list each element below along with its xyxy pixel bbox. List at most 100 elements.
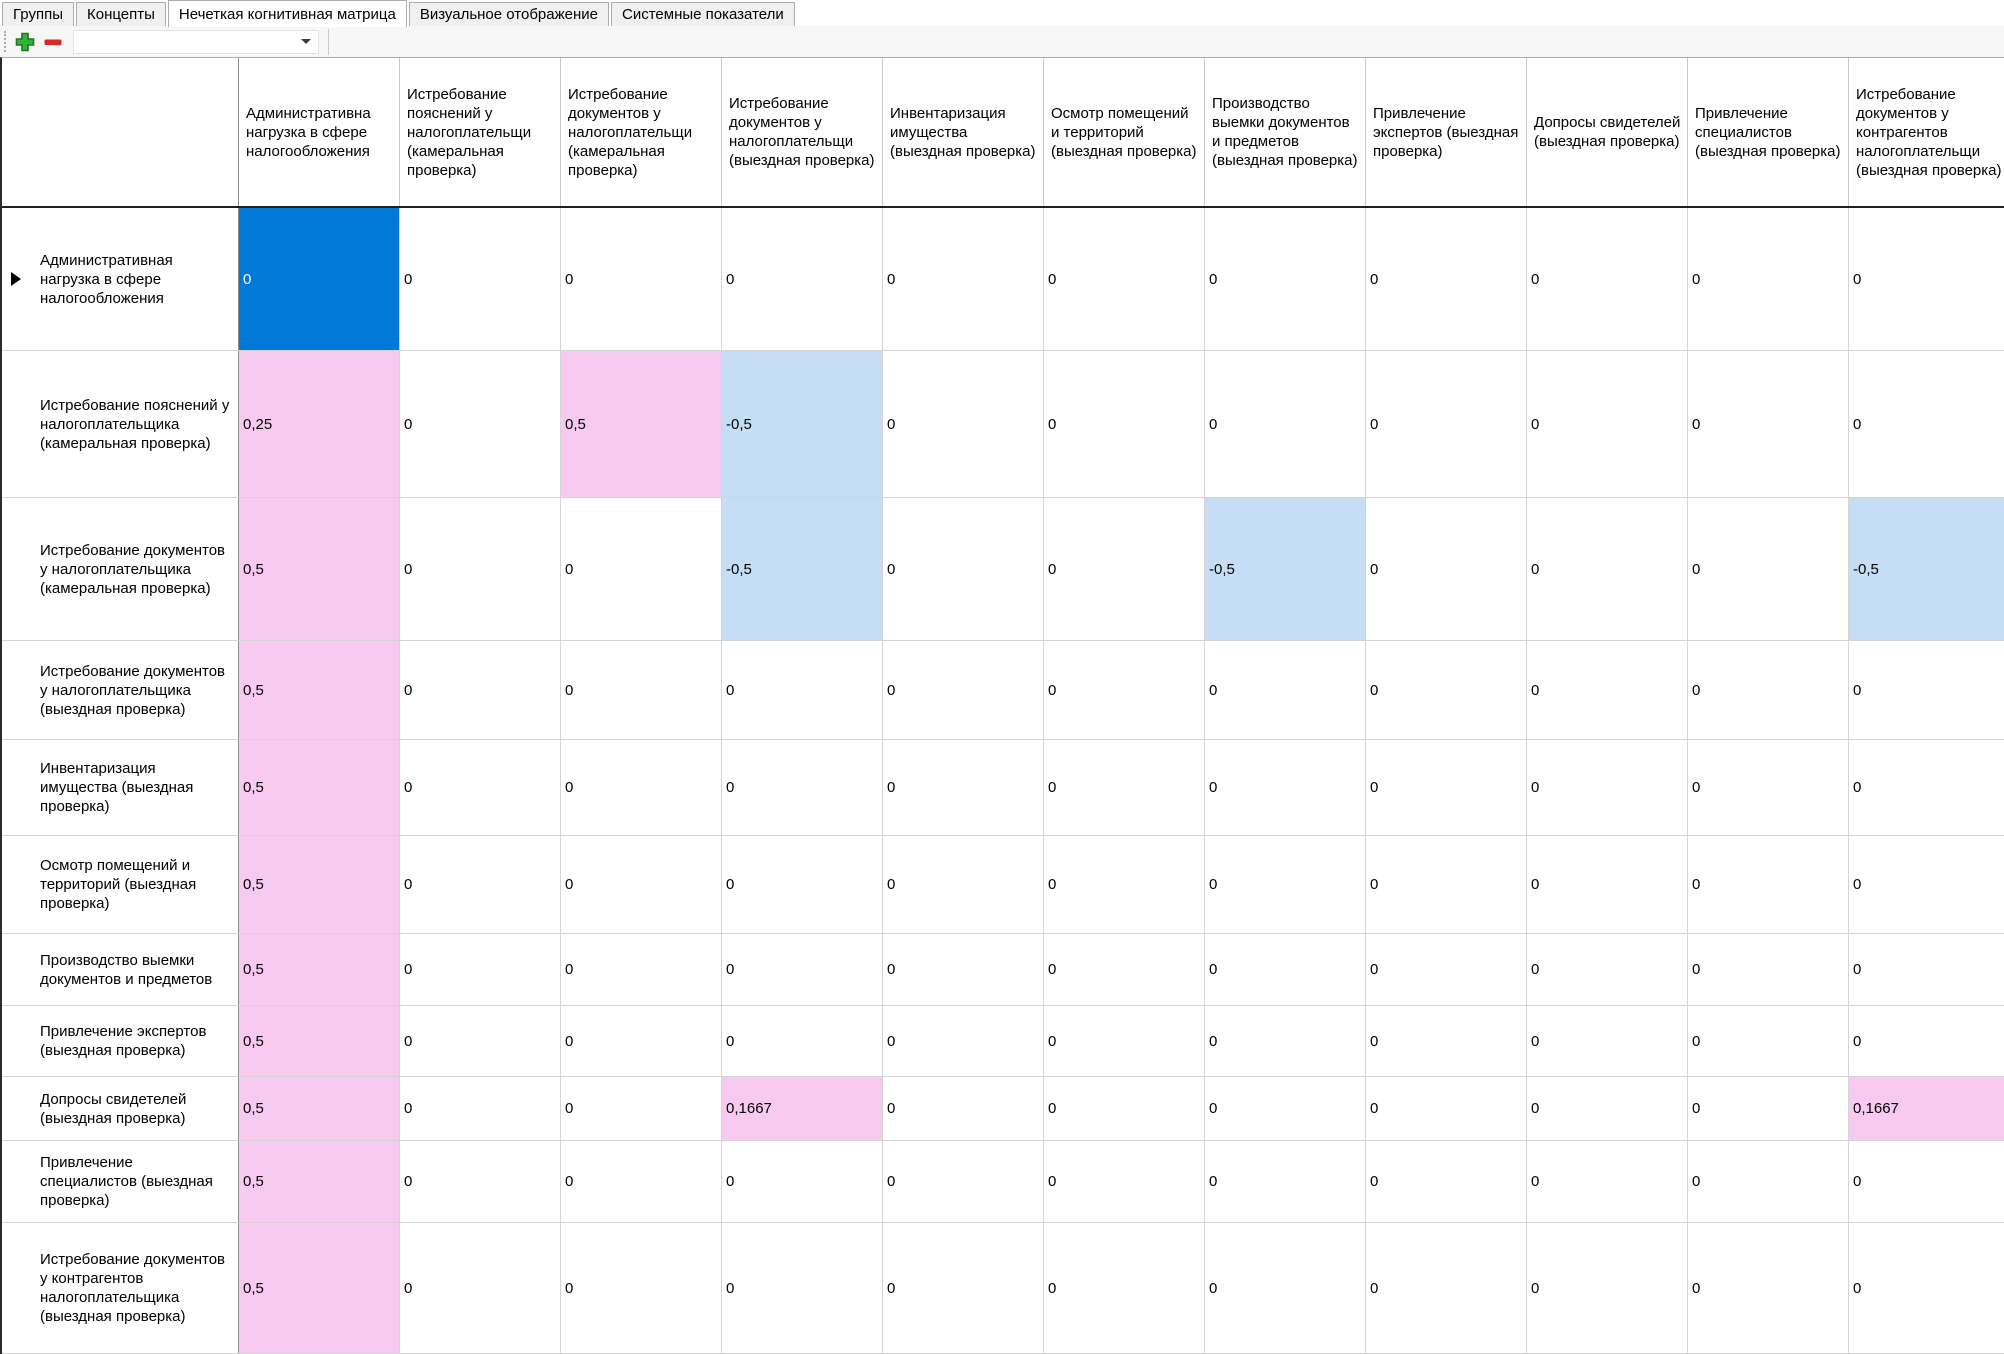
cell-0-3[interactable]: 0 bbox=[722, 208, 883, 350]
row-header-5[interactable]: Осмотр помещений и территорий (выездная … bbox=[2, 836, 239, 933]
column-header-4[interactable]: Инвентаризация имущества (выездная прове… bbox=[883, 58, 1044, 206]
column-header-2[interactable]: Истребование документов у налогоплательщ… bbox=[561, 58, 722, 206]
cell-0-6[interactable]: 0 bbox=[1205, 208, 1366, 350]
row-header-9[interactable]: Привлечение специалистов (выездная прове… bbox=[2, 1141, 239, 1222]
cell-9-7[interactable]: 0 bbox=[1366, 1141, 1527, 1222]
cell-9-9[interactable]: 0 bbox=[1688, 1141, 1849, 1222]
cell-3-3[interactable]: 0 bbox=[722, 641, 883, 739]
cell-2-6[interactable]: -0,5 bbox=[1205, 498, 1366, 640]
cell-9-2[interactable]: 0 bbox=[561, 1141, 722, 1222]
cell-3-6[interactable]: 0 bbox=[1205, 641, 1366, 739]
cell-7-5[interactable]: 0 bbox=[1044, 1006, 1205, 1076]
row-header-2[interactable]: Истребование документов у налогоплательщ… bbox=[2, 498, 239, 640]
cell-10-8[interactable]: 0 bbox=[1527, 1223, 1688, 1353]
cell-4-9[interactable]: 0 bbox=[1688, 740, 1849, 835]
cell-0-4[interactable]: 0 bbox=[883, 208, 1044, 350]
row-header-10[interactable]: Истребование документов у контрагентов н… bbox=[2, 1223, 239, 1353]
cell-10-1[interactable]: 0 bbox=[400, 1223, 561, 1353]
cell-9-3[interactable]: 0 bbox=[722, 1141, 883, 1222]
corner-cell[interactable] bbox=[2, 58, 239, 206]
cell-2-1[interactable]: 0 bbox=[400, 498, 561, 640]
cell-8-10[interactable]: 0,1667 bbox=[1849, 1077, 2004, 1140]
tab-1[interactable]: Концепты bbox=[75, 2, 166, 26]
cell-8-5[interactable]: 0 bbox=[1044, 1077, 1205, 1140]
cell-10-0[interactable]: 0,5 bbox=[239, 1223, 400, 1353]
tab-4[interactable]: Системные показатели bbox=[611, 2, 795, 26]
cell-0-2[interactable]: 0 bbox=[561, 208, 722, 350]
cell-5-9[interactable]: 0 bbox=[1688, 836, 1849, 933]
row-header-1[interactable]: Истребование пояснений у налогоплательщи… bbox=[2, 351, 239, 497]
row-header-4[interactable]: Инвентаризация имущества (выездная прове… bbox=[2, 740, 239, 835]
cell-6-0[interactable]: 0,5 bbox=[239, 934, 400, 1005]
cell-0-5[interactable]: 0 bbox=[1044, 208, 1205, 350]
cell-5-1[interactable]: 0 bbox=[400, 836, 561, 933]
cell-7-1[interactable]: 0 bbox=[400, 1006, 561, 1076]
column-header-9[interactable]: Привлечение специалистов (выездная прове… bbox=[1688, 58, 1849, 206]
cell-10-2[interactable]: 0 bbox=[561, 1223, 722, 1353]
cell-6-9[interactable]: 0 bbox=[1688, 934, 1849, 1005]
cell-1-2[interactable]: 0,5 bbox=[561, 351, 722, 497]
row-header-7[interactable]: Привлечение экспертов (выездная проверка… bbox=[2, 1006, 239, 1076]
cell-10-3[interactable]: 0 bbox=[722, 1223, 883, 1353]
cell-4-6[interactable]: 0 bbox=[1205, 740, 1366, 835]
cell-1-9[interactable]: 0 bbox=[1688, 351, 1849, 497]
cell-2-9[interactable]: 0 bbox=[1688, 498, 1849, 640]
column-header-0[interactable]: Административна нагрузка в сфере налогоо… bbox=[239, 58, 400, 206]
cell-4-0[interactable]: 0,5 bbox=[239, 740, 400, 835]
cell-3-5[interactable]: 0 bbox=[1044, 641, 1205, 739]
cell-3-0[interactable]: 0,5 bbox=[239, 641, 400, 739]
cell-1-8[interactable]: 0 bbox=[1527, 351, 1688, 497]
cell-10-7[interactable]: 0 bbox=[1366, 1223, 1527, 1353]
cell-3-9[interactable]: 0 bbox=[1688, 641, 1849, 739]
column-header-5[interactable]: Осмотр помещений и территорий (выездная … bbox=[1044, 58, 1205, 206]
cell-9-1[interactable]: 0 bbox=[400, 1141, 561, 1222]
cell-5-7[interactable]: 0 bbox=[1366, 836, 1527, 933]
cell-8-7[interactable]: 0 bbox=[1366, 1077, 1527, 1140]
cell-2-2[interactable]: 0 bbox=[561, 498, 722, 640]
cell-0-1[interactable]: 0 bbox=[400, 208, 561, 350]
cell-4-3[interactable]: 0 bbox=[722, 740, 883, 835]
cell-8-1[interactable]: 0 bbox=[400, 1077, 561, 1140]
cell-2-5[interactable]: 0 bbox=[1044, 498, 1205, 640]
cell-2-3[interactable]: -0,5 bbox=[722, 498, 883, 640]
cell-10-10[interactable]: 0 bbox=[1849, 1223, 2004, 1353]
cell-2-7[interactable]: 0 bbox=[1366, 498, 1527, 640]
cell-5-8[interactable]: 0 bbox=[1527, 836, 1688, 933]
cell-8-8[interactable]: 0 bbox=[1527, 1077, 1688, 1140]
cell-3-8[interactable]: 0 bbox=[1527, 641, 1688, 739]
cell-9-4[interactable]: 0 bbox=[883, 1141, 1044, 1222]
cell-9-8[interactable]: 0 bbox=[1527, 1141, 1688, 1222]
row-header-6[interactable]: Производство выемки документов и предмет… bbox=[2, 934, 239, 1005]
row-header-3[interactable]: Истребование документов у налогоплательщ… bbox=[2, 641, 239, 739]
column-header-6[interactable]: Производство выемки документов и предмет… bbox=[1205, 58, 1366, 206]
tab-3[interactable]: Визуальное отображение bbox=[408, 2, 609, 26]
column-header-10[interactable]: Истребование документов у контрагентов н… bbox=[1849, 58, 2004, 206]
cell-8-2[interactable]: 0 bbox=[561, 1077, 722, 1140]
cell-1-7[interactable]: 0 bbox=[1366, 351, 1527, 497]
cell-7-6[interactable]: 0 bbox=[1205, 1006, 1366, 1076]
cell-7-9[interactable]: 0 bbox=[1688, 1006, 1849, 1076]
cell-5-4[interactable]: 0 bbox=[883, 836, 1044, 933]
cell-6-4[interactable]: 0 bbox=[883, 934, 1044, 1005]
cell-1-0[interactable]: 0,25 bbox=[239, 351, 400, 497]
cell-0-9[interactable]: 0 bbox=[1688, 208, 1849, 350]
cell-5-2[interactable]: 0 bbox=[561, 836, 722, 933]
cell-7-7[interactable]: 0 bbox=[1366, 1006, 1527, 1076]
cell-6-1[interactable]: 0 bbox=[400, 934, 561, 1005]
cell-1-4[interactable]: 0 bbox=[883, 351, 1044, 497]
cell-1-5[interactable]: 0 bbox=[1044, 351, 1205, 497]
cell-5-5[interactable]: 0 bbox=[1044, 836, 1205, 933]
cell-3-4[interactable]: 0 bbox=[883, 641, 1044, 739]
cell-5-0[interactable]: 0,5 bbox=[239, 836, 400, 933]
cell-6-6[interactable]: 0 bbox=[1205, 934, 1366, 1005]
cell-4-2[interactable]: 0 bbox=[561, 740, 722, 835]
row-header-0[interactable]: Административная нагрузка в сфере налого… bbox=[2, 208, 239, 350]
cell-8-3[interactable]: 0,1667 bbox=[722, 1077, 883, 1140]
column-header-3[interactable]: Истребование документов у налогоплательщ… bbox=[722, 58, 883, 206]
cell-7-3[interactable]: 0 bbox=[722, 1006, 883, 1076]
cell-4-10[interactable]: 0 bbox=[1849, 740, 2004, 835]
cell-6-3[interactable]: 0 bbox=[722, 934, 883, 1005]
cell-3-10[interactable]: 0 bbox=[1849, 641, 2004, 739]
cell-0-8[interactable]: 0 bbox=[1527, 208, 1688, 350]
cell-1-1[interactable]: 0 bbox=[400, 351, 561, 497]
